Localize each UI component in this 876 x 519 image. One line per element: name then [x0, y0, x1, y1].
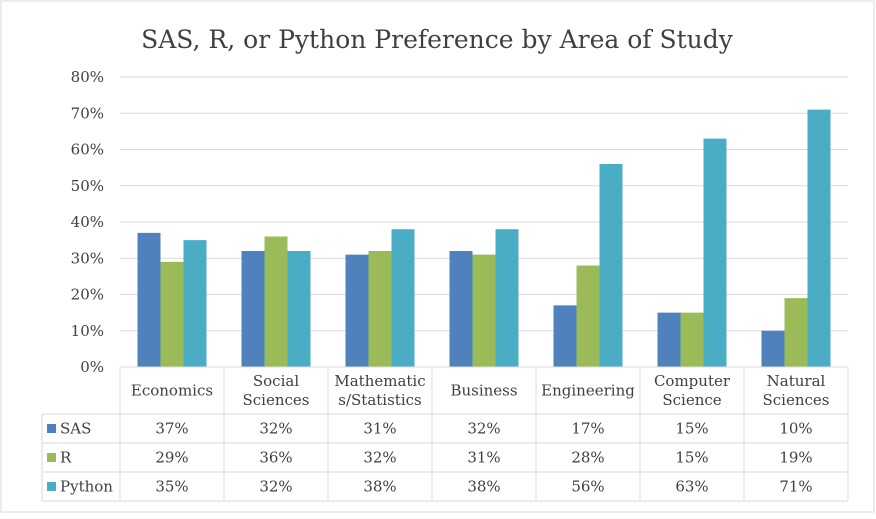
bar-r [680, 312, 704, 367]
series-name: Python [60, 478, 113, 496]
legend-key-sas [47, 424, 56, 433]
table-cell: 32% [467, 420, 500, 438]
table-cell: 19% [779, 449, 812, 467]
table-cell: 31% [363, 420, 396, 438]
bar-sas [553, 305, 577, 367]
category-label: Social [253, 372, 299, 390]
bar-r [784, 298, 808, 367]
table-cell: 15% [675, 449, 708, 467]
bar-python [287, 251, 311, 367]
y-tick-label: 50% [71, 177, 104, 195]
category-label: Sciences [243, 391, 310, 409]
table-cell: 17% [571, 420, 604, 438]
bar-python [599, 164, 623, 367]
category-label: Economics [131, 382, 213, 400]
y-tick-label: 70% [71, 104, 104, 122]
y-tick-label: 30% [71, 249, 104, 267]
y-tick-label: 0% [80, 358, 104, 376]
y-tick-label: 10% [71, 322, 104, 340]
table-cell: 28% [571, 449, 604, 467]
table-cell: 32% [363, 449, 396, 467]
series-name: R [60, 449, 72, 467]
bar-r [576, 265, 600, 367]
table-cell: 31% [467, 449, 500, 467]
y-tick-label: 80% [71, 68, 104, 86]
category-label: Mathematic [334, 372, 425, 390]
series-name: SAS [60, 420, 91, 438]
category-label: Engineering [541, 382, 635, 400]
bar-python [703, 138, 727, 367]
bar-sas [657, 312, 681, 367]
category-label: Science [662, 391, 721, 409]
y-tick-label: 20% [71, 286, 104, 304]
table-cell: 71% [779, 478, 812, 496]
y-tick-label: 60% [71, 141, 104, 159]
bar-sas [761, 330, 785, 367]
category-label: Business [450, 382, 517, 400]
bar-python [807, 109, 831, 367]
bar-r [472, 254, 496, 367]
legend-key-python [47, 482, 56, 491]
bar-python [183, 240, 207, 367]
category-label: Sciences [763, 391, 830, 409]
bar-sas [137, 232, 161, 367]
bar-python [495, 229, 519, 367]
y-axis-ticks: 0% 10% 20% 30% 40% 50% 60% 70% 80% [71, 68, 104, 376]
table-cell: 36% [259, 449, 292, 467]
table-cell: 56% [571, 478, 604, 496]
bars [137, 109, 831, 367]
category-label: s/Statistics [338, 391, 421, 409]
legend-key-r [47, 453, 56, 462]
bar-r [160, 261, 184, 367]
chart-title: SAS, R, or Python Preference by Area of … [141, 25, 734, 54]
table-cell: 32% [259, 478, 292, 496]
table-cell: 32% [259, 420, 292, 438]
table-cell: 29% [155, 449, 188, 467]
y-tick-label: 40% [71, 213, 104, 231]
bar-r [264, 236, 288, 367]
table-cell: 37% [155, 420, 188, 438]
table-cell: 38% [467, 478, 500, 496]
bar-python [391, 229, 415, 367]
bar-r [368, 251, 392, 367]
table-cell: 15% [675, 420, 708, 438]
bar-sas [449, 251, 473, 367]
category-label: Computer [654, 372, 731, 390]
table-cell: 63% [675, 478, 708, 496]
table-cell: 10% [779, 420, 812, 438]
table-cell: 35% [155, 478, 188, 496]
category-label: Natural [767, 372, 826, 390]
data-table: EconomicsSocialSciencesMathematics/Stati… [41, 366, 849, 502]
bar-sas [345, 254, 369, 367]
table-cell: 38% [363, 478, 396, 496]
bar-sas [241, 251, 265, 367]
